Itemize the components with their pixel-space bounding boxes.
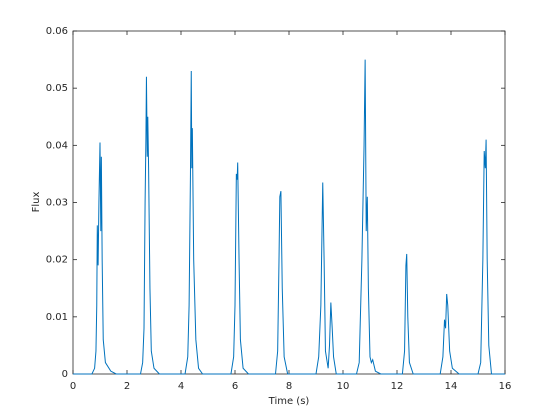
y-tick-label: 0.01 (46, 312, 68, 323)
x-axis-label: Time (s) (268, 396, 310, 407)
y-tick-label: 0 (62, 369, 68, 380)
x-tick-label: 12 (391, 381, 404, 392)
y-tick-label: 0.02 (46, 255, 68, 266)
x-tick-label: 2 (124, 381, 130, 392)
x-tick-label: 16 (499, 381, 512, 392)
y-tick-label: 0.05 (46, 83, 68, 94)
x-tick-label: 10 (337, 381, 350, 392)
axes-box (72, 30, 506, 375)
y-tick-label: 0.03 (46, 198, 68, 209)
x-tick-label: 6 (232, 381, 238, 392)
x-tick-label: 0 (70, 381, 76, 392)
x-tick-label: 8 (286, 381, 292, 392)
y-tick-label: 0.06 (46, 26, 68, 37)
flux-line (73, 59, 505, 375)
x-tick-label: 4 (178, 381, 184, 392)
y-axis-label: Flux (31, 192, 42, 213)
x-tick-label: 14 (445, 381, 458, 392)
y-tick-label: 0.04 (46, 140, 68, 151)
